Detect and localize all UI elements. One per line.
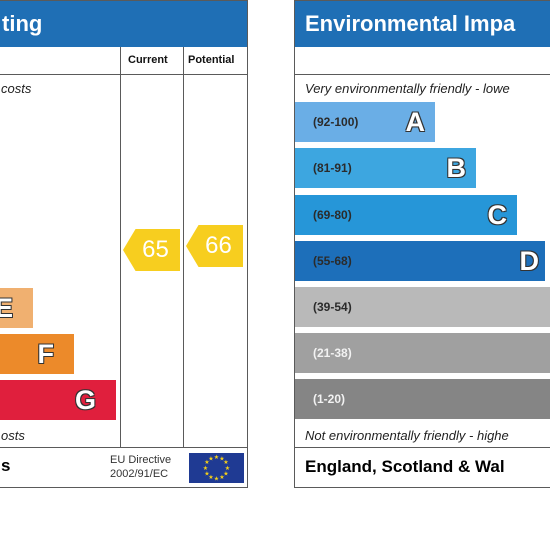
svg-text:★: ★ <box>225 465 230 472</box>
energy-panel-header: ting <box>0 1 247 47</box>
band-range: (21-38) <box>313 346 352 360</box>
eu-flag-icon: ★ ★★ ★★★ ★★★ ★★★ <box>189 453 244 483</box>
energy-band-f: F <box>0 334 74 374</box>
eu-directive-text: EU Directive 2002/91/EC <box>110 453 171 481</box>
band-range: (92-100) <box>313 115 359 129</box>
current-column-header: Current <box>128 54 168 66</box>
potential-rating-arrow: 66 <box>186 225 243 267</box>
band-range: (1-20) <box>313 392 346 406</box>
band-letter: D <box>519 246 540 276</box>
region-label: England, Scotland & Wal <box>305 457 505 476</box>
energy-footer: s EU Directive 2002/91/EC ★ ★ ★ ★ ★ ★ ★ ★ ★ ★ ★… <box>0 447 247 487</box>
environmental-subheader <box>295 47 550 75</box>
svg-text:★: ★ <box>204 459 209 466</box>
env-band-c: (69-80) C <box>295 195 517 235</box>
environmental-panel-title: Environmental Impa <box>305 11 516 36</box>
env-band-a: (92-100) A <box>295 102 435 142</box>
svg-text:★: ★ <box>214 454 219 461</box>
svg-text:★: ★ <box>214 476 219 483</box>
potential-rating-value: 66 <box>205 232 232 259</box>
band-letter: B <box>446 153 467 183</box>
svg-text:★: ★ <box>219 456 224 463</box>
eu-directive-line2: 2002/91/EC <box>110 468 169 480</box>
band-range: (39-54) <box>313 300 352 314</box>
band-letter: E <box>0 288 13 328</box>
band-range: (81-91) <box>313 161 352 175</box>
environmental-bottom-note: Not environmentally friendly - highe <box>305 428 509 443</box>
potential-column-divider <box>183 47 184 447</box>
energy-efficiency-panel: ting Current Potential costs E F G 65 66… <box>0 0 248 488</box>
band-letter: G <box>74 385 96 415</box>
svg-text:★: ★ <box>223 471 228 478</box>
svg-text:★: ★ <box>204 471 209 478</box>
band-range: (69-80) <box>313 208 352 222</box>
energy-subheader <box>0 47 247 75</box>
energy-panel-title: ting <box>2 11 43 36</box>
env-band-e: (39-54) <box>295 287 550 327</box>
band-letter: C <box>487 200 508 230</box>
env-band-b: (81-91) B <box>295 148 476 188</box>
environmental-footer: England, Scotland & Wal <box>295 447 550 487</box>
svg-text:★: ★ <box>219 474 224 481</box>
env-band-f: (21-38) <box>295 333 550 373</box>
energy-top-note: costs <box>1 81 32 96</box>
environmental-panel-header: Environmental Impa <box>295 1 550 47</box>
energy-band-g: G <box>0 380 116 420</box>
band-letter: F <box>37 339 55 369</box>
environmental-top-note: Very environmentally friendly - lowe <box>305 81 510 96</box>
environmental-impact-panel: Environmental Impa Very environmentally … <box>294 0 550 488</box>
current-column-divider <box>120 47 121 447</box>
env-band-d: (55-68) D <box>295 241 545 281</box>
band-range: (55-68) <box>313 254 352 268</box>
potential-column-header: Potential <box>188 54 235 66</box>
current-rating-arrow: 65 <box>123 229 180 271</box>
svg-text:★: ★ <box>223 459 228 466</box>
current-rating-value: 65 <box>142 236 169 263</box>
eu-directive-line1: EU Directive <box>110 454 172 466</box>
energy-bottom-note: osts <box>1 428 25 443</box>
env-band-g: (1-20) <box>295 379 550 419</box>
band-letter: A <box>405 107 426 137</box>
svg-text:★: ★ <box>208 474 213 481</box>
svg-text:★: ★ <box>203 465 208 472</box>
energy-footer-text: s <box>1 456 11 475</box>
svg-text:★: ★ <box>208 456 213 463</box>
energy-band-e: E <box>0 288 33 328</box>
